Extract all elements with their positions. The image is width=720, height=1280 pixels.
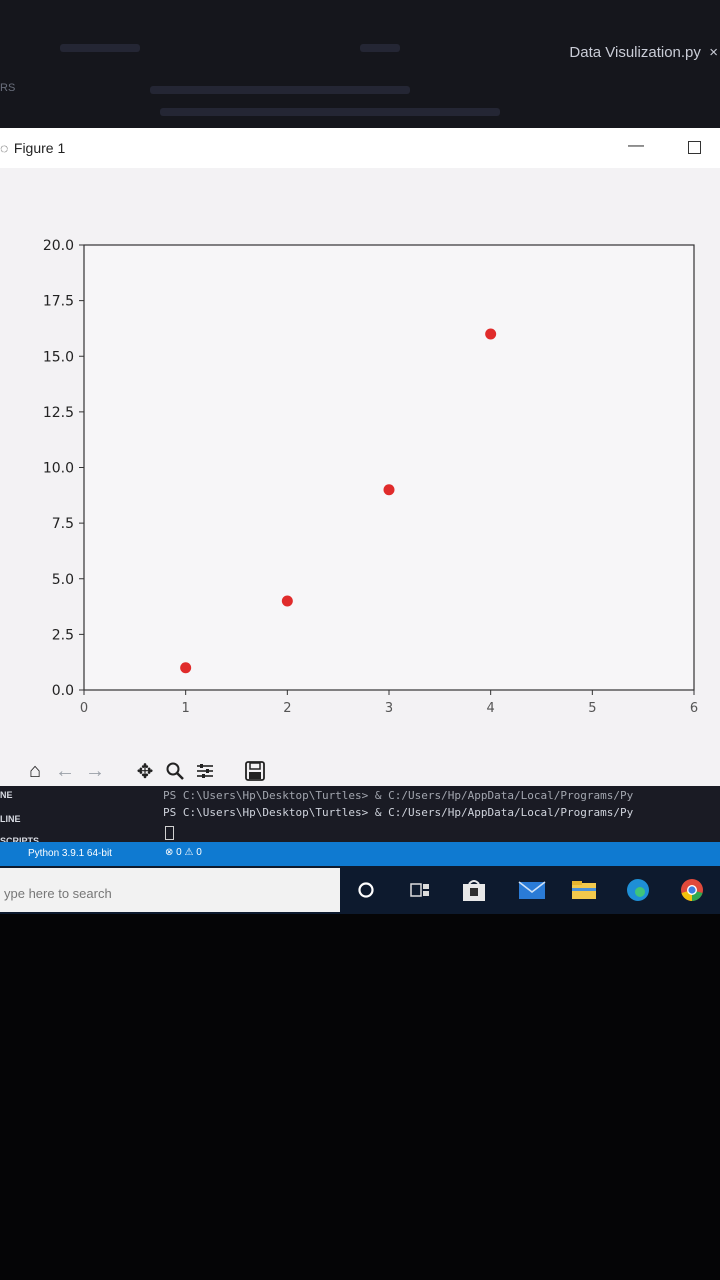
x-tick-label: 1 (182, 701, 190, 716)
editor-side-label: RS (0, 82, 16, 94)
data-point (485, 328, 497, 340)
blurred-text (160, 108, 500, 116)
terminal-cursor (165, 826, 174, 840)
navigation-toolbar: ⌂ ← → ✥ (22, 756, 268, 786)
y-tick-label: 10.0 (43, 461, 74, 477)
taskbar-search-input[interactable]: ype here to search (0, 868, 340, 912)
y-tick-label: 17.5 (43, 294, 74, 310)
python-interpreter-status[interactable]: Python 3.9.1 64-bit (28, 848, 112, 859)
search-placeholder: ype here to search (4, 886, 112, 901)
maximize-button[interactable] (688, 141, 701, 154)
task-view-icon[interactable] (406, 876, 434, 904)
x-tick-label: 2 (283, 701, 291, 716)
y-tick-label: 15.0 (43, 349, 74, 365)
scatter-plot: 0.0 2.5 5.0 7.5 10.0 12.5 15.0 17.5 20.0 0 1 2 3 4 5 6 (43, 238, 698, 716)
home-icon[interactable]: ⌂ (28, 759, 42, 782)
zoom-icon[interactable] (162, 758, 188, 784)
blurred-text (60, 44, 140, 52)
matplotlib-logo-icon: ◌ (0, 140, 9, 156)
figure-titlebar[interactable]: ◌ Figure 1 — (0, 128, 720, 168)
cortana-icon[interactable] (352, 876, 380, 904)
tab-title-text: Data Visulization.py (569, 44, 701, 61)
x-tick-label: 3 (385, 701, 393, 716)
axes-frame (83, 244, 695, 691)
mail-icon[interactable] (518, 876, 546, 904)
edge-browser-icon[interactable] (624, 876, 652, 904)
save-icon[interactable] (242, 758, 268, 784)
forward-arrow-icon[interactable]: → (85, 759, 105, 782)
x-tick-label: 0 (80, 701, 88, 716)
x-tick-label: 6 (690, 701, 698, 716)
configure-subplots-icon[interactable] (192, 758, 218, 784)
figure-title-text: Figure 1 (13, 140, 66, 156)
store-icon[interactable] (460, 876, 488, 904)
editor-tab-title[interactable]: Data Visulization.py × (569, 44, 718, 61)
blurred-text (360, 44, 400, 52)
status-bar: Python 3.9.1 64-bit ⊗ 0 ⚠ 0 (0, 842, 720, 866)
back-arrow-icon[interactable]: ← (55, 759, 75, 782)
sidebar-label-scripts[interactable]: SCRIPTS (0, 836, 40, 846)
chrome-browser-icon[interactable] (678, 876, 706, 904)
x-tick-label: 5 (588, 701, 596, 716)
figure-window: ◌ Figure 1 — 0.0 2.5 5.0 7.5 10.0 12.5 15.0 17.… (0, 128, 720, 793)
y-tick-label: 5.0 (52, 572, 74, 588)
terminal-line: PS C:\Users\Hp\Desktop\Turtles> & C:/Use… (163, 789, 634, 802)
y-tick-label: 12.5 (43, 405, 74, 421)
x-tick-label: 4 (487, 701, 495, 716)
problems-count[interactable]: ⊗ 0 ⚠ 0 (165, 847, 202, 858)
y-tick-label: 7.5 (52, 516, 74, 532)
file-explorer-icon[interactable] (570, 876, 598, 904)
y-tick-label: 2.5 (52, 627, 74, 643)
terminal-line: PS C:\Users\Hp\Desktop\Turtles> & C:/Use… (163, 806, 634, 819)
editor-background: RS Data Visulization.py × (0, 0, 720, 130)
blurred-text (150, 86, 410, 94)
tab-close-icon[interactable]: × (705, 44, 718, 61)
data-point (281, 595, 293, 607)
terminal-panel[interactable]: NE LINE SCRIPTS PS C:\Users\Hp\Desktop\T… (0, 786, 720, 846)
minimize-button[interactable]: — (628, 137, 644, 154)
y-tick-label: 0.0 (52, 683, 74, 699)
data-point (180, 662, 192, 674)
data-point (383, 484, 395, 496)
sidebar-label-line[interactable]: LINE (0, 814, 21, 824)
monitor-bezel (0, 914, 720, 1280)
figure-title: ◌ Figure 1 (0, 140, 65, 156)
sidebar-label-ne[interactable]: NE (0, 790, 13, 800)
windows-taskbar: ype here to search (0, 866, 720, 914)
y-tick-label: 20.0 (43, 238, 74, 254)
pan-icon[interactable]: ✥ (136, 760, 154, 783)
